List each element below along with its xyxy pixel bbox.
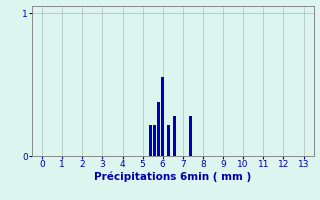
Bar xyxy=(157,102,160,156)
Bar xyxy=(161,77,164,156)
Bar xyxy=(189,116,192,156)
Bar xyxy=(153,125,156,156)
Bar xyxy=(149,125,152,156)
Bar xyxy=(173,116,176,156)
Bar xyxy=(167,125,170,156)
X-axis label: Précipitations 6min ( mm ): Précipitations 6min ( mm ) xyxy=(94,172,252,182)
